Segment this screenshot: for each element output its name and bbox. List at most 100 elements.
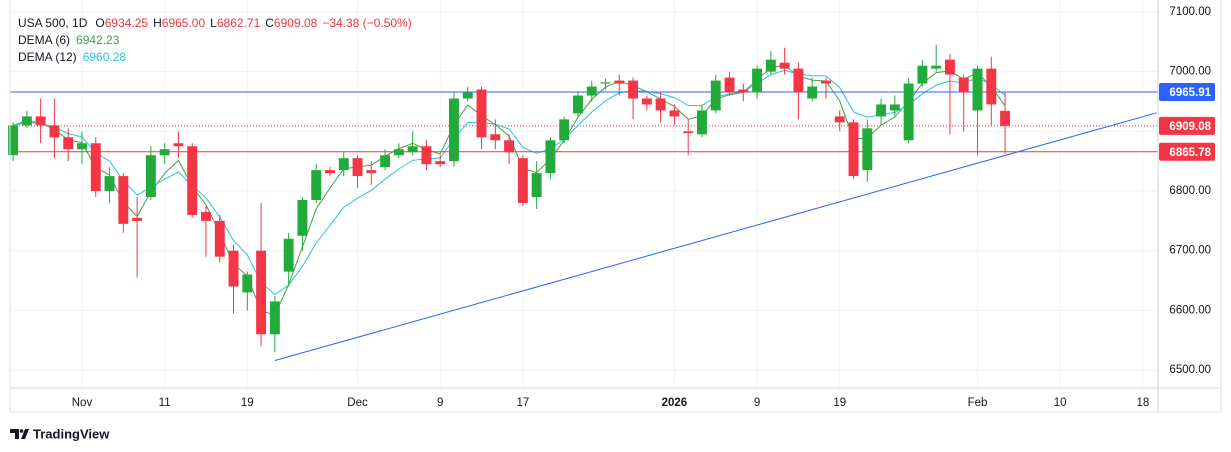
indicator-name: DEMA (12) <box>18 50 77 64</box>
plot <box>8 44 1158 362</box>
x-tick-label: 9 <box>437 397 443 409</box>
candle-body <box>21 116 32 126</box>
candle-body <box>931 65 942 69</box>
indicator-value: 6960.28 <box>83 50 127 64</box>
y-tick-label: 7000.00 <box>1169 66 1211 78</box>
x-tick-label: 9 <box>754 397 760 409</box>
price-label: 6965.91 <box>1169 87 1211 99</box>
candle-body <box>338 158 349 171</box>
candle-body <box>63 137 74 150</box>
candle-body <box>297 199 308 236</box>
candle-body <box>697 110 707 135</box>
candle-body <box>366 170 377 174</box>
candle-body <box>256 250 267 335</box>
x-tick-label: 11 <box>159 397 171 409</box>
candle-body <box>159 149 170 156</box>
candle-body <box>325 170 335 174</box>
candle-body <box>421 146 432 165</box>
candle-body <box>683 131 694 134</box>
x-tick-label: Nov <box>72 397 93 409</box>
candle-body <box>393 149 404 156</box>
candle-body <box>283 238 294 272</box>
candle-body <box>559 119 570 141</box>
candle-body <box>641 98 652 105</box>
y-tick-label: 6600.00 <box>1169 304 1211 316</box>
price-label: 6865.78 <box>1169 147 1211 159</box>
candle-body <box>242 274 253 293</box>
candle-body <box>380 155 391 168</box>
candle-body <box>545 140 556 174</box>
candle-body <box>145 155 156 197</box>
x-tick-label: 18 <box>1136 397 1149 409</box>
candle-body <box>462 92 473 99</box>
candle-body <box>352 158 363 177</box>
trendline <box>274 112 1157 362</box>
candle-body <box>118 176 129 224</box>
candle-body <box>476 89 487 138</box>
logo: TradingView <box>10 426 110 441</box>
candle-body <box>917 65 928 84</box>
candle-body <box>311 170 322 200</box>
candle-body <box>600 82 611 84</box>
y-tick-label: 6700.00 <box>1169 245 1211 257</box>
candle-body <box>765 59 776 72</box>
candle-body <box>614 80 625 84</box>
indicator-legend: DEMA (12) 6960.28 <box>18 50 126 64</box>
candle-body <box>779 62 790 69</box>
price-badge <box>1159 82 1215 101</box>
candle-body <box>834 116 845 123</box>
candle-body <box>132 217 143 221</box>
candle-body <box>531 173 542 197</box>
ohlc-value: 6965.00 <box>162 16 206 30</box>
x-tick-label: Feb <box>968 397 988 409</box>
candle-body <box>945 59 955 75</box>
candle-body <box>173 143 184 147</box>
candle-body <box>710 80 721 111</box>
indicator-value: 6942.23 <box>76 33 120 47</box>
candle-body <box>504 140 515 153</box>
candle-body <box>986 68 997 105</box>
candle-body <box>573 95 583 114</box>
ohlc-value: 6934.25 <box>105 16 149 30</box>
candle-body <box>407 146 418 153</box>
header: USA 500, 1D O6934.25 H6965.00 L6862.71 C6909… <box>18 16 412 30</box>
x-tick-label: 10 <box>1054 397 1067 409</box>
candle-body <box>449 98 459 162</box>
candle-body <box>214 220 225 257</box>
candle-body <box>972 68 983 111</box>
ohlc-label: L <box>210 16 217 30</box>
candle-body <box>903 83 914 141</box>
candle-body <box>104 176 115 192</box>
candle-body <box>8 125 19 156</box>
candle-body <box>889 104 900 111</box>
y-tick-label: 7100.00 <box>1169 6 1211 18</box>
x-tick-label: 19 <box>241 397 254 409</box>
price-badge <box>1159 116 1215 135</box>
symbol: USA 500, 1D <box>18 16 88 30</box>
candle-body <box>724 77 735 93</box>
candle-body <box>876 104 887 117</box>
axes: 6500.006600.006700.006800.006900.007000.… <box>72 6 1215 409</box>
indicator-name: DEMA (6) <box>18 33 70 47</box>
candle-body <box>586 86 597 96</box>
indicator-legend: DEMA (6) 6942.23 <box>18 33 120 47</box>
logo-mark <box>10 429 29 439</box>
x-tick-label: 2026 <box>662 397 688 409</box>
x-tick-label: 17 <box>516 397 529 409</box>
candle-body <box>1000 110 1011 126</box>
logo-dot <box>19 429 24 433</box>
x-tick-label: 19 <box>833 397 846 409</box>
ohlc-value: 6862.71 <box>217 16 261 30</box>
candle-body <box>187 146 198 215</box>
candle-body <box>490 134 501 141</box>
change: −34.38 (−0.50%) <box>322 16 411 30</box>
candle-body <box>807 86 818 99</box>
candle-body <box>49 125 60 138</box>
dema-line <box>13 69 1006 296</box>
candle-body <box>848 122 859 177</box>
ohlc-label: O <box>95 16 104 30</box>
candle-body <box>738 89 749 93</box>
ohlc-label: H <box>153 16 162 30</box>
